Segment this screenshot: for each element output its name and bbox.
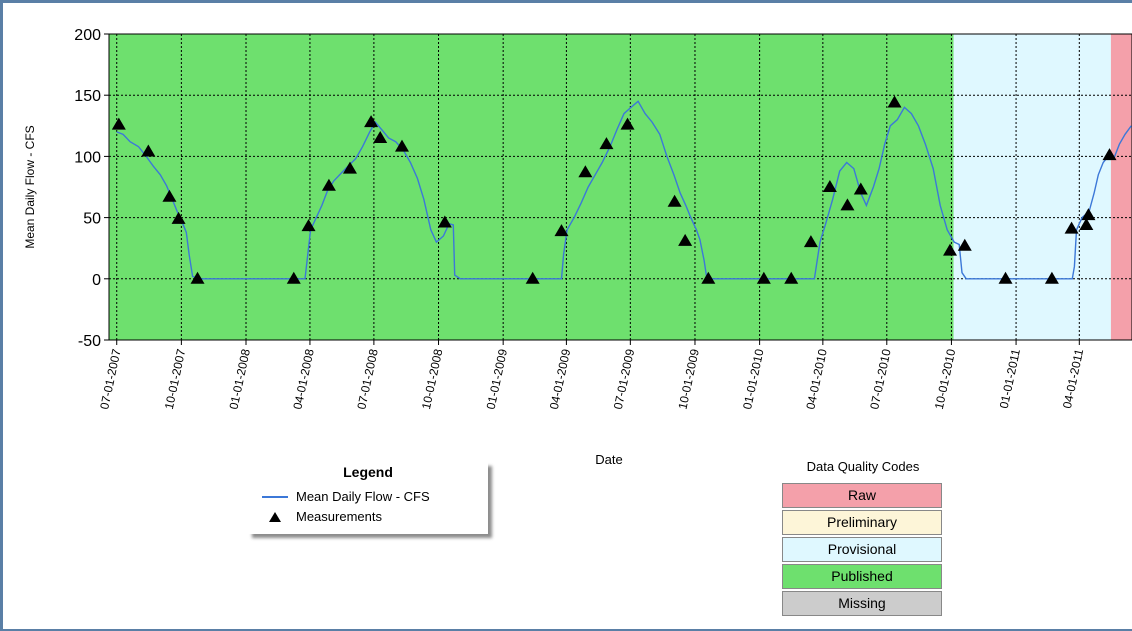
measurement-point [756, 271, 771, 284]
legend-title: Legend [343, 464, 393, 480]
grid-lines [109, 34, 1132, 340]
y-tick-label: 200 [74, 27, 101, 44]
y-tick-label: 150 [74, 88, 101, 105]
x-tick-label: 10-01-2008 [419, 347, 446, 410]
x-tick-label: 10-01-2010 [932, 347, 959, 410]
triangle-marker-icon [260, 509, 290, 525]
dq-item-preliminary: Preliminary [782, 510, 942, 535]
quality-band-provisional [953, 34, 1111, 340]
measurement-point [321, 178, 336, 191]
legend-label: Mean Daily Flow - CFS [296, 489, 430, 505]
quality-band-published [109, 34, 954, 340]
measurement-point [1044, 271, 1059, 284]
x-tick-label: 01-01-2011 [997, 347, 1023, 409]
measurement-point [1079, 217, 1094, 230]
y-axis-label: Mean Daily Flow - CFS [23, 125, 37, 248]
x-tick-label: 07-01-2010 [867, 347, 894, 410]
legend-item-measurements: Measurements [260, 508, 382, 524]
series-layer [111, 95, 1132, 284]
measurement-point [162, 189, 177, 202]
quality-band-raw [1110, 34, 1132, 340]
x-tick-label: 04-01-2010 [803, 347, 830, 410]
legend: Legend Mean Daily Flow - CFS Measurement… [248, 462, 488, 534]
measurement-point [887, 95, 902, 108]
dq-item-missing: Missing [782, 591, 942, 616]
measurement-point [373, 131, 388, 144]
measurement-point [1102, 148, 1117, 161]
measurement-point [437, 215, 452, 228]
legend-item-flow: Mean Daily Flow - CFS [260, 488, 430, 504]
dq-item-provisional: Provisional [782, 537, 942, 562]
x-tick-label: 04-01-2009 [547, 347, 574, 410]
y-tick-label: 100 [74, 149, 101, 166]
measurement-point [599, 137, 614, 150]
measurement-point [141, 144, 156, 157]
measurement-point [803, 235, 818, 248]
dq-item-published: Published [782, 564, 942, 589]
measurement-point [957, 238, 972, 251]
measurement-point [578, 165, 593, 178]
measurement-point [301, 219, 316, 232]
x-tick-label: 04-01-2008 [290, 347, 317, 410]
measurement-point [1064, 221, 1079, 234]
measurement-point [998, 271, 1013, 284]
measurement-point [364, 115, 379, 128]
plot-area-border [108, 33, 1132, 341]
x-tick-label: 01-01-2009 [484, 347, 511, 410]
y-tick-label: 50 [83, 211, 101, 228]
x-tick-label: 10-01-2007 [162, 347, 189, 410]
x-tick-label: 07-01-2007 [97, 347, 124, 410]
line-swatch-icon [260, 489, 290, 505]
y-axis: -50 0 50 100 150 200 [74, 27, 109, 350]
measurement-point [943, 243, 958, 256]
y-tick-label: 0 [92, 272, 101, 289]
measurement-point [822, 180, 837, 192]
measurement-point [1081, 208, 1096, 221]
x-tick-label: 01-01-2010 [740, 347, 767, 410]
y-tick-label: -50 [78, 333, 101, 350]
quality-bands [109, 34, 1132, 340]
measurement-point [840, 198, 855, 211]
measurement-point [784, 271, 799, 284]
measurement-point [620, 117, 635, 130]
x-tick-label: 07-01-2008 [354, 347, 381, 410]
measurement-point [111, 117, 126, 130]
x-axis: 07-01-2007 10-01-2007 01-01-2008 04-01-2008… [97, 340, 1086, 411]
measurement-point [701, 271, 716, 284]
x-axis-label: Date [595, 452, 622, 467]
measurement-point [286, 271, 301, 284]
measurement-point [190, 271, 205, 284]
measurement-point [678, 233, 693, 246]
x-tick-label: 10-01-2009 [675, 347, 702, 410]
x-tick-label: 01-01-2008 [226, 347, 253, 410]
measurement-point [342, 161, 357, 174]
measurement-point [394, 139, 409, 152]
measurement-point [554, 224, 569, 237]
dq-item-raw: Raw [782, 483, 942, 508]
flow-series-line [116, 100, 1132, 280]
x-tick-label: 07-01-2009 [611, 347, 638, 410]
legend-label: Measurements [296, 509, 382, 525]
measurement-point [525, 271, 540, 284]
data-quality-title: Data Quality Codes [806, 459, 920, 474]
measurement-point [171, 211, 186, 224]
x-tick-label: 04-01-2011 [1060, 347, 1086, 409]
measurement-point [667, 194, 682, 207]
measurement-point [853, 182, 868, 195]
